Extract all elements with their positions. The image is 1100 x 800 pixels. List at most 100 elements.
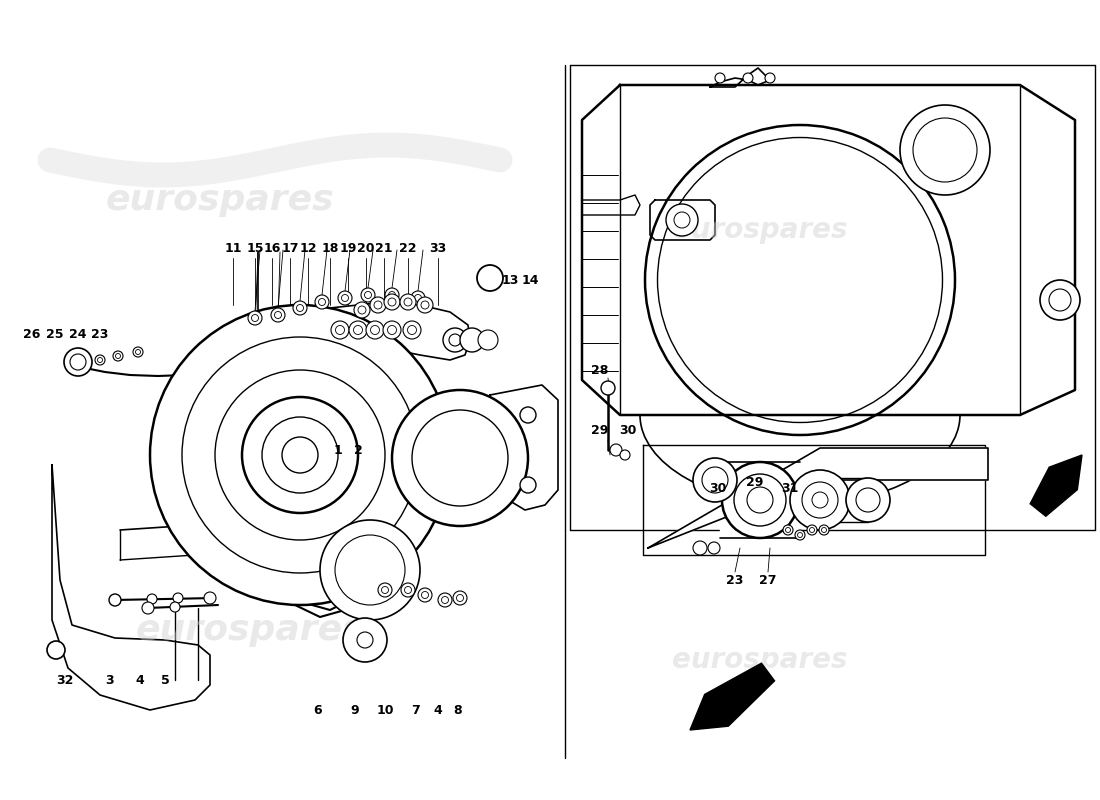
Circle shape: [742, 73, 754, 83]
Circle shape: [383, 321, 402, 339]
Circle shape: [319, 298, 326, 306]
Circle shape: [387, 326, 396, 334]
Circle shape: [374, 301, 382, 309]
Circle shape: [388, 298, 396, 306]
Circle shape: [297, 305, 304, 311]
Text: 9: 9: [351, 703, 360, 717]
Circle shape: [610, 444, 621, 456]
Text: 10: 10: [376, 703, 394, 717]
Circle shape: [109, 594, 121, 606]
Polygon shape: [648, 448, 988, 548]
Circle shape: [262, 417, 338, 493]
Circle shape: [601, 381, 615, 395]
Circle shape: [371, 326, 380, 334]
Circle shape: [460, 328, 484, 352]
Circle shape: [443, 328, 468, 352]
Circle shape: [846, 478, 890, 522]
Circle shape: [382, 586, 388, 594]
Circle shape: [417, 297, 433, 313]
Circle shape: [358, 306, 366, 314]
Circle shape: [403, 321, 421, 339]
Text: 13: 13: [502, 274, 519, 286]
Circle shape: [674, 212, 690, 228]
Circle shape: [702, 467, 728, 493]
Circle shape: [405, 586, 411, 594]
Circle shape: [722, 462, 798, 538]
Circle shape: [478, 330, 498, 350]
Circle shape: [715, 73, 725, 83]
Polygon shape: [690, 663, 774, 730]
Circle shape: [147, 594, 157, 604]
Circle shape: [421, 591, 429, 598]
Text: 29: 29: [746, 475, 763, 489]
Circle shape: [411, 291, 425, 305]
Circle shape: [620, 450, 630, 460]
Text: 30: 30: [619, 423, 637, 437]
Polygon shape: [1031, 455, 1082, 516]
Text: 15: 15: [246, 242, 264, 254]
Text: eurospares: eurospares: [135, 613, 364, 647]
Circle shape: [421, 301, 429, 309]
Text: 23: 23: [91, 329, 109, 342]
Circle shape: [798, 533, 803, 538]
Circle shape: [1049, 289, 1071, 311]
Circle shape: [407, 326, 417, 334]
Text: 26: 26: [23, 329, 41, 342]
Circle shape: [1040, 280, 1080, 320]
Circle shape: [142, 602, 154, 614]
Text: 29: 29: [592, 423, 608, 437]
Circle shape: [708, 542, 720, 554]
Circle shape: [214, 370, 385, 540]
Circle shape: [693, 541, 707, 555]
Text: 28: 28: [592, 363, 608, 377]
Circle shape: [150, 305, 450, 605]
Text: 5: 5: [161, 674, 169, 686]
Text: 20: 20: [358, 242, 375, 254]
Circle shape: [412, 410, 508, 506]
Text: 1: 1: [333, 443, 342, 457]
Text: 12: 12: [299, 242, 317, 254]
Circle shape: [98, 358, 102, 362]
Circle shape: [341, 294, 349, 302]
Text: 17: 17: [282, 242, 299, 254]
Text: 2: 2: [353, 443, 362, 457]
Circle shape: [388, 291, 396, 298]
Circle shape: [415, 294, 421, 302]
Text: 11: 11: [224, 242, 242, 254]
Circle shape: [477, 265, 503, 291]
Circle shape: [378, 583, 392, 597]
Circle shape: [402, 583, 415, 597]
Circle shape: [449, 334, 461, 346]
Circle shape: [747, 487, 773, 513]
Circle shape: [248, 311, 262, 325]
Circle shape: [170, 602, 180, 612]
Text: 27: 27: [759, 574, 777, 586]
Circle shape: [366, 321, 384, 339]
Text: 33: 33: [429, 242, 447, 254]
Circle shape: [354, 302, 370, 318]
Circle shape: [810, 527, 814, 533]
Circle shape: [133, 347, 143, 357]
Text: 6: 6: [314, 703, 322, 717]
Circle shape: [820, 525, 829, 535]
Circle shape: [282, 437, 318, 473]
Circle shape: [520, 407, 536, 423]
Circle shape: [802, 482, 838, 518]
Circle shape: [456, 594, 463, 602]
Circle shape: [336, 535, 405, 605]
Circle shape: [734, 474, 786, 526]
Circle shape: [693, 458, 737, 502]
Circle shape: [384, 294, 400, 310]
Text: 19: 19: [339, 242, 356, 254]
Circle shape: [204, 592, 216, 604]
Circle shape: [358, 632, 373, 648]
Circle shape: [900, 105, 990, 195]
Text: eurospares: eurospares: [672, 216, 848, 244]
Circle shape: [173, 593, 183, 603]
Circle shape: [331, 321, 349, 339]
Circle shape: [47, 641, 65, 659]
Text: 8: 8: [453, 703, 462, 717]
Circle shape: [913, 118, 977, 182]
Circle shape: [790, 470, 850, 530]
Circle shape: [441, 597, 449, 603]
